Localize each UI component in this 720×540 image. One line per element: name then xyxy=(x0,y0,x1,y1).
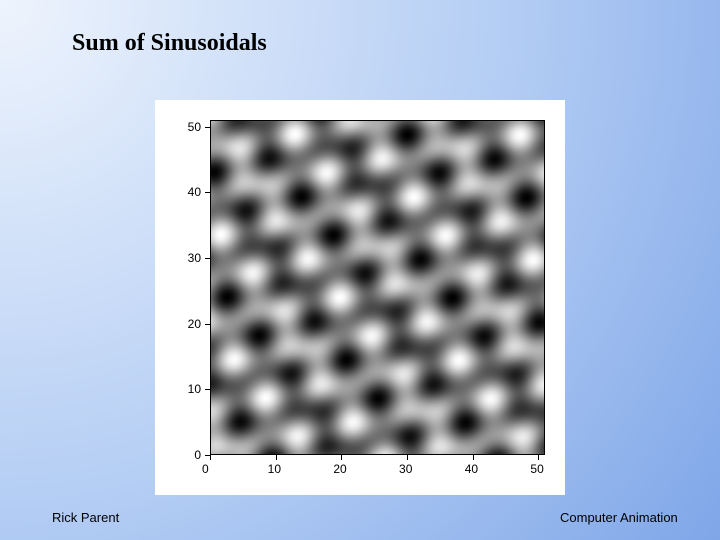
y-tick xyxy=(205,258,210,259)
sinusoidal-heatmap-chart: 0 10 20 30 40 50 0 10 20 30 40 50 xyxy=(155,100,565,495)
footer-author: Rick Parent xyxy=(52,510,119,525)
x-tick xyxy=(407,455,408,460)
x-tick xyxy=(210,455,211,460)
x-tick xyxy=(341,455,342,460)
y-tick xyxy=(205,389,210,390)
x-tick-label: 30 xyxy=(399,462,412,476)
x-tick xyxy=(473,455,474,460)
y-tick xyxy=(205,192,210,193)
y-tick xyxy=(205,324,210,325)
plot-area xyxy=(210,120,545,455)
x-tick-label: 10 xyxy=(268,462,281,476)
x-tick-label: 0 xyxy=(202,462,209,476)
x-tick xyxy=(276,455,277,460)
y-tick-label: 30 xyxy=(188,251,201,265)
x-tick-label: 20 xyxy=(333,462,346,476)
slide-content: Sum of Sinusoidals 0 10 20 30 40 50 0 10 20 30 40 5… xyxy=(0,0,720,540)
y-tick xyxy=(205,127,210,128)
y-tick-label: 10 xyxy=(188,382,201,396)
x-tick-label: 50 xyxy=(530,462,543,476)
y-tick-label: 50 xyxy=(188,120,201,134)
y-tick-label: 20 xyxy=(188,317,201,331)
footer-course: Computer Animation xyxy=(560,510,678,525)
y-tick-label: 40 xyxy=(188,185,201,199)
y-tick xyxy=(205,455,210,456)
x-tick-label: 40 xyxy=(465,462,478,476)
heatmap-canvas xyxy=(211,121,544,454)
x-tick xyxy=(538,455,539,460)
slide-title: Sum of Sinusoidals xyxy=(72,30,267,57)
y-tick-label: 0 xyxy=(194,448,201,462)
